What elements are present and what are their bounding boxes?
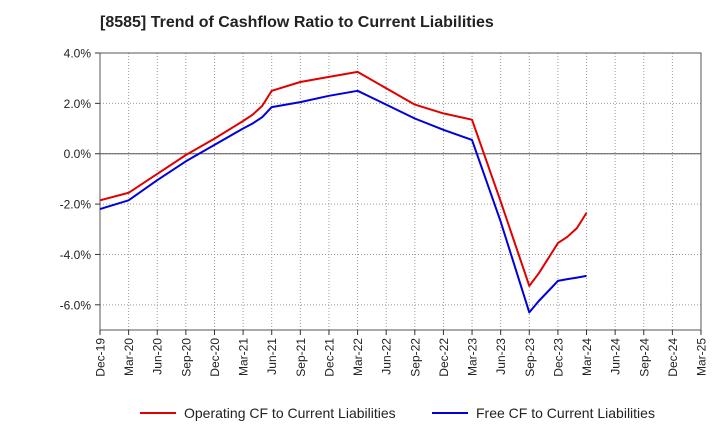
legend-label-free-cf: Free CF to Current Liabilities <box>476 405 655 421</box>
y-tick-label: -4.0% <box>60 248 92 262</box>
x-tick-label: Jun-21 <box>265 338 279 375</box>
chart-title: [8585] Trend of Cashflow Ratio to Curren… <box>100 14 494 31</box>
y-tick-label: 4.0% <box>64 47 92 61</box>
x-tick-label: Dec-22 <box>437 338 451 377</box>
x-tick-label: Dec-19 <box>94 338 108 377</box>
series-line-operating-cf <box>99 70 588 287</box>
x-tick-label: Dec-21 <box>322 338 336 377</box>
x-tick-label: Jun-23 <box>494 338 508 375</box>
legend-swatch-free-cf <box>432 412 468 414</box>
x-tick-label: Jun-22 <box>380 338 394 375</box>
x-tick-label: Mar-23 <box>466 338 480 376</box>
x-tick-label: Sep-24 <box>637 338 651 377</box>
y-tick-label: -2.0% <box>60 198 92 212</box>
y-tick-label: 2.0% <box>64 97 92 111</box>
x-tick-label: Dec-20 <box>208 338 222 377</box>
x-tick-label: Mar-20 <box>122 338 136 376</box>
legend-item-operating-cf: Operating CF to Current Liabilities <box>140 405 396 421</box>
plot-frame <box>99 52 702 331</box>
legend-swatch-operating-cf <box>140 412 176 414</box>
x-tick-label: Mar-24 <box>580 338 594 376</box>
x-tick-label: Mar-22 <box>351 338 365 376</box>
x-tick-label: Mar-25 <box>695 338 709 376</box>
x-tick-label: Dec-23 <box>551 338 565 377</box>
y-tick-label: -6.0% <box>60 298 92 312</box>
legend-label-operating-cf: Operating CF to Current Liabilities <box>184 405 396 421</box>
x-tick-label: Sep-23 <box>523 338 537 377</box>
x-tick-label: Mar-21 <box>237 338 251 376</box>
x-tick-label: Sep-21 <box>294 338 308 377</box>
x-tick-label: Dec-24 <box>666 338 680 377</box>
x-tick-label: Jun-24 <box>609 338 623 375</box>
y-tick-label: 0.0% <box>64 147 92 161</box>
x-tick-label: Sep-22 <box>408 338 422 377</box>
series-line-free-cf <box>99 89 587 314</box>
x-tick-label: Sep-20 <box>179 338 193 377</box>
legend-item-free-cf: Free CF to Current Liabilities <box>432 405 655 421</box>
x-tick-label: Jun-20 <box>151 338 165 375</box>
